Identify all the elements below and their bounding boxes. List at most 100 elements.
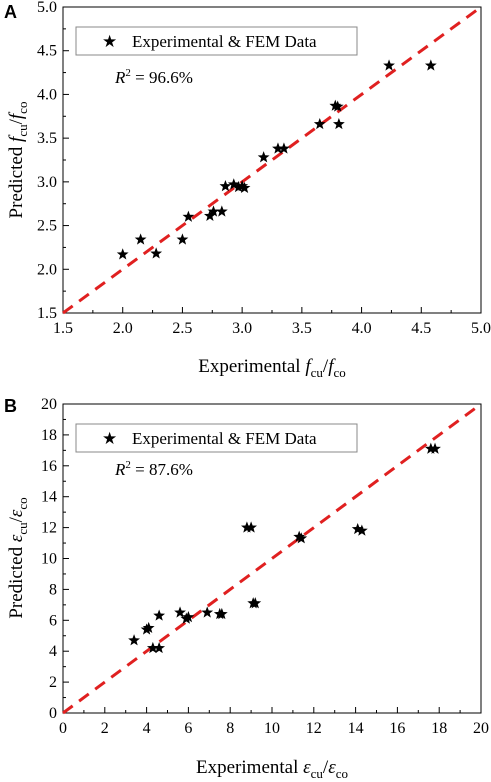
data-point [429,442,441,454]
r2-symbol-a: R [114,68,126,87]
data-point [383,59,395,71]
data-point [227,178,240,190]
x-tick-label: 4 [143,720,151,737]
data-point [331,100,344,112]
data-point [146,641,159,654]
tick-labels-b: 0 2 4 6 8 10 12 14 16 18 20 0 2 4 6 8 10 12 14 16 18 20 [41,396,489,737]
data-point [236,180,249,192]
x-tick-label: 3.0 [232,320,252,337]
legend-box-a [75,26,358,56]
y-tick-label: 2.0 [37,261,57,278]
r2-annotation-b: R2 = 87.6% [114,459,193,479]
data-point [313,117,326,130]
y-tick-label: 3.5 [37,130,57,147]
data-point [128,634,140,646]
x-tick-label: 8 [226,720,234,737]
x-tick-label: 4.0 [352,320,372,337]
data-point [257,151,270,163]
data-point [215,607,228,620]
x-tick-label: 2.0 [113,320,133,337]
y-tick-label: 4.5 [37,43,57,60]
legend-marker-b: ★ [102,429,117,448]
legend-marker-a: ★ [102,32,117,51]
data-point [272,142,284,154]
r2-annotation-a: R2 = 96.6% [114,67,193,87]
reference-line-a [62,5,482,315]
data-point [142,621,155,634]
x-tick-label: 6 [184,720,192,737]
panel-label-b: B [4,396,17,416]
data-point [245,521,257,533]
legend-box-b [75,423,358,453]
x-axis-title-a: Experimental fcu/fco [198,356,346,380]
x-axis-title-b: Experimental εcu/εco [196,757,348,781]
y-tick-label: 4 [49,643,57,660]
x-tick-label: 18 [431,720,447,737]
y-tick-label: 0 [49,705,57,722]
y-tick-label: 6 [49,612,57,629]
data-point [295,532,308,544]
y-tick-label: 1.5 [37,305,57,322]
y-tick-label: 16 [41,458,57,475]
data-point [182,210,195,222]
x-tick-label: 20 [473,720,489,737]
tick-labels-a: 1.5 2.0 2.5 3.0 3.5 4.0 4.5 5.0 1.5 2.0 2.5 3.0 3.5 4… [37,0,491,337]
data-point [238,181,251,193]
data-point [293,530,306,542]
data-point [204,209,216,221]
y-tick-label: 10 [41,551,57,568]
data-points-b [128,442,441,654]
r2-symbol-b: R [114,460,126,479]
reference-line [62,5,482,315]
x-tick-label: 12 [306,720,322,737]
data-point [116,248,129,260]
data-point [249,597,262,609]
x-tick-label: 16 [389,720,405,737]
y-tick-label: 8 [49,581,57,598]
panel-label-a: A [4,2,17,22]
y-tick-label: 2 [49,674,57,691]
data-point [278,142,290,154]
x-tick-label: 3.5 [292,320,312,337]
x-tick-label: 5.0 [471,320,491,337]
data-point [355,524,368,536]
data-point [201,606,214,618]
data-points-a [116,59,437,260]
ticks-a [62,6,482,314]
panel-b: B 0 2 4 6 8 10 12 14 16 18 20 0 2 4 6 8 10 12 14 16 18 20 ★ E… [4,396,489,781]
x-tick-label: 10 [264,720,280,737]
data-point [153,609,166,621]
x-tick-label: 1.5 [53,320,73,337]
data-point [182,611,195,623]
r2-sup-b: 2 [125,459,131,471]
x-tick-label: 2.5 [172,320,192,337]
y-axis-title-a: Predicted fcu/fco [6,102,30,219]
y-tick-label: 4.0 [37,86,57,103]
reference-line-b [62,402,482,715]
data-point [174,606,186,618]
data-point [134,233,147,245]
data-point [424,59,437,71]
x-tick-label: 4.5 [411,320,431,337]
data-point [219,180,232,192]
x-tick-label: 14 [348,720,364,737]
y-tick-label: 14 [41,489,57,506]
data-point [176,233,189,245]
data-point [332,117,345,130]
x-tick-label: 0 [59,720,67,737]
data-point [351,522,364,535]
data-point [150,247,163,259]
y-tick-label: 12 [41,520,57,537]
data-point [153,641,166,654]
panel-a: A 1.5 2.0 2.5 3.0 3.5 4.0 4.5 5.0 1.5 2.0 2.5 3.0 3.… [4,0,491,380]
r2-value-b: = 87.6% [131,460,193,479]
data-point [207,205,220,217]
y-axis-title-b: Predicted εcu/εco [6,497,30,618]
legend-label-a: Experimental & FEM Data [132,32,317,51]
y-tick-label: 18 [41,427,57,444]
data-point [215,205,228,217]
y-tick-label: 3.0 [37,174,57,191]
y-tick-label: 5.0 [37,0,57,16]
y-tick-label: 20 [41,396,57,413]
